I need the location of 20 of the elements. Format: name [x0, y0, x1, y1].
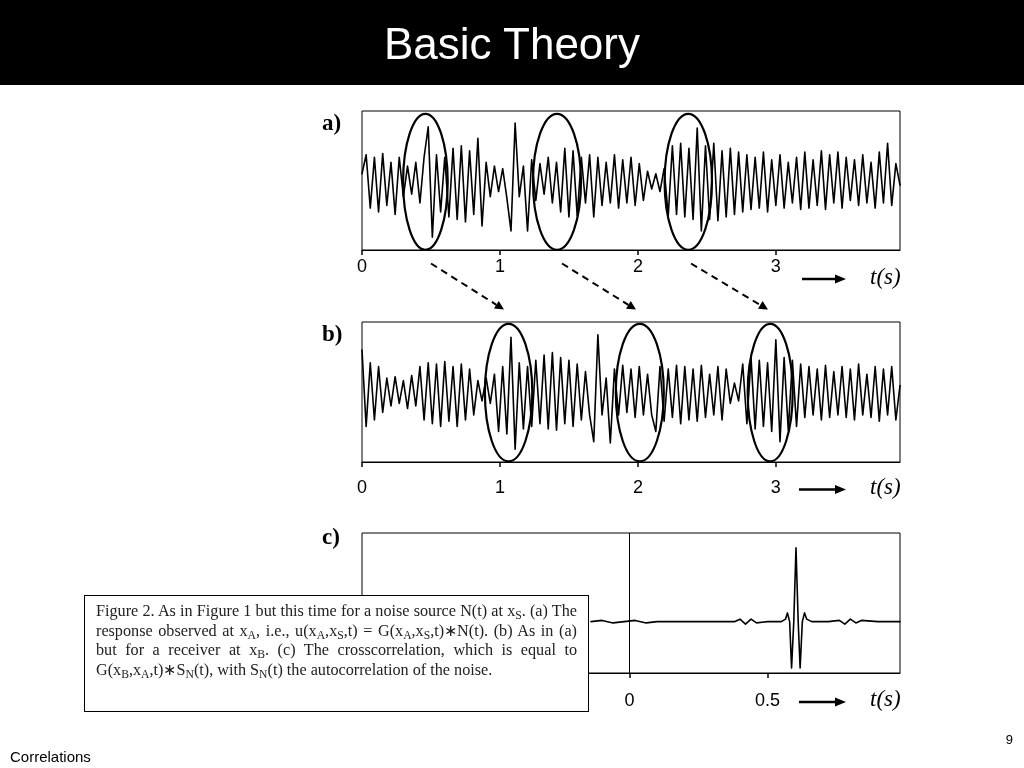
x-tick-label: 1	[494, 256, 505, 276]
caption-box: Figure 2. As in Figure 1 but this time for a noise source N(t) at x$_{S}$. (a) The response observed at x$_{A}$, i.e., u(x$_{A}$,x$_{S}$,t) = G(x$_{A}$,x$_{S}$,t)∗N(t). (b) As in (a) but for a receiver at x$_{B}$. (c) The crosscorrelation, which is equal to G(x$_{B}$,x$_{A}$,t)∗S$_{N}$(t), with S$_{N}$(t) the autocorrelation of the noise.	[84, 595, 589, 712]
x-tick-label: 0.5	[755, 690, 781, 710]
chart-title: a)	[322, 110, 342, 135]
x-tick-label: 0	[356, 477, 368, 497]
x-tick-label: 0	[624, 690, 635, 710]
x-axis-title: t(s)	[870, 686, 901, 711]
x-tick-label: 2	[632, 477, 643, 497]
text: Basic Theory	[383, 19, 641, 69]
text: Correlations	[10, 748, 91, 765]
x-tick-label: 1	[494, 477, 505, 497]
x-axis-title: t(s)	[870, 264, 901, 289]
chart-title: c)	[322, 524, 340, 549]
x-tick-label: 2	[632, 256, 643, 276]
x-tick-label: 3	[770, 256, 781, 276]
x-axis-title: t(s)	[870, 474, 901, 499]
x-tick-label: 3	[770, 477, 781, 497]
x-tick-label: 0	[356, 256, 368, 276]
chart-title: b)	[322, 321, 343, 346]
text: 9	[1005, 732, 1013, 747]
